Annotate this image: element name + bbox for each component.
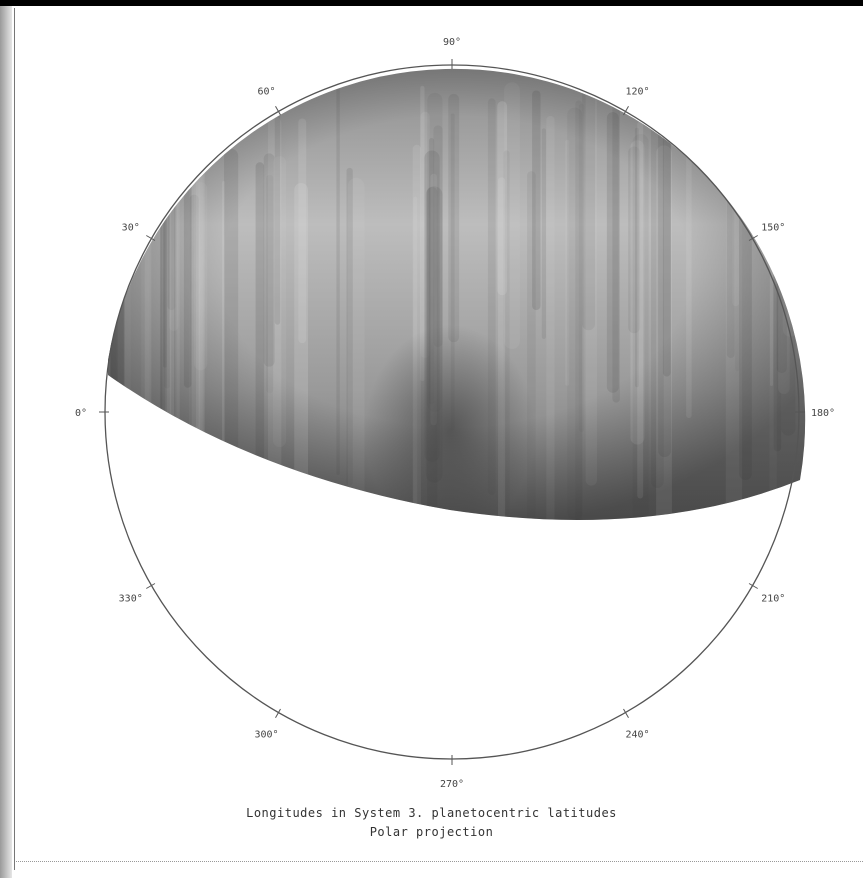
longitude-label: 30°	[122, 223, 140, 234]
longitude-label: 270°	[440, 779, 464, 790]
longitude-label: 240°	[625, 729, 649, 740]
longitude-label: 60°	[257, 87, 275, 98]
planet-illuminated-region	[108, 68, 806, 520]
longitude-ticks	[99, 59, 805, 765]
longitude-label: 180°	[811, 408, 835, 419]
longitude-tick	[748, 583, 758, 589]
map-caption-line1: Longitudes in System 3. planetocentric l…	[246, 806, 617, 820]
longitude-label: 120°	[625, 87, 649, 98]
longitude-label: 150°	[761, 223, 785, 234]
longitude-labels: 90° 120° 150° 180° 210° 240° 270° 300° 330° 0° 30°…	[75, 37, 835, 790]
longitude-tick	[623, 106, 629, 116]
longitude-label: 90°	[443, 37, 461, 48]
longitude-label: 210°	[761, 594, 785, 605]
map-caption-line2: Polar projection	[369, 825, 494, 839]
longitude-tick	[275, 106, 281, 116]
longitude-label: 0°	[75, 408, 87, 419]
longitude-tick	[748, 235, 758, 241]
longitude-tick	[623, 708, 629, 718]
longitude-tick	[146, 583, 156, 589]
longitude-label: 330°	[119, 594, 143, 605]
longitude-tick	[275, 708, 281, 718]
window-edge-strip	[0, 6, 12, 878]
longitude-label: 300°	[254, 729, 278, 740]
longitude-tick	[146, 235, 156, 241]
bottom-dotted-border	[16, 861, 863, 862]
